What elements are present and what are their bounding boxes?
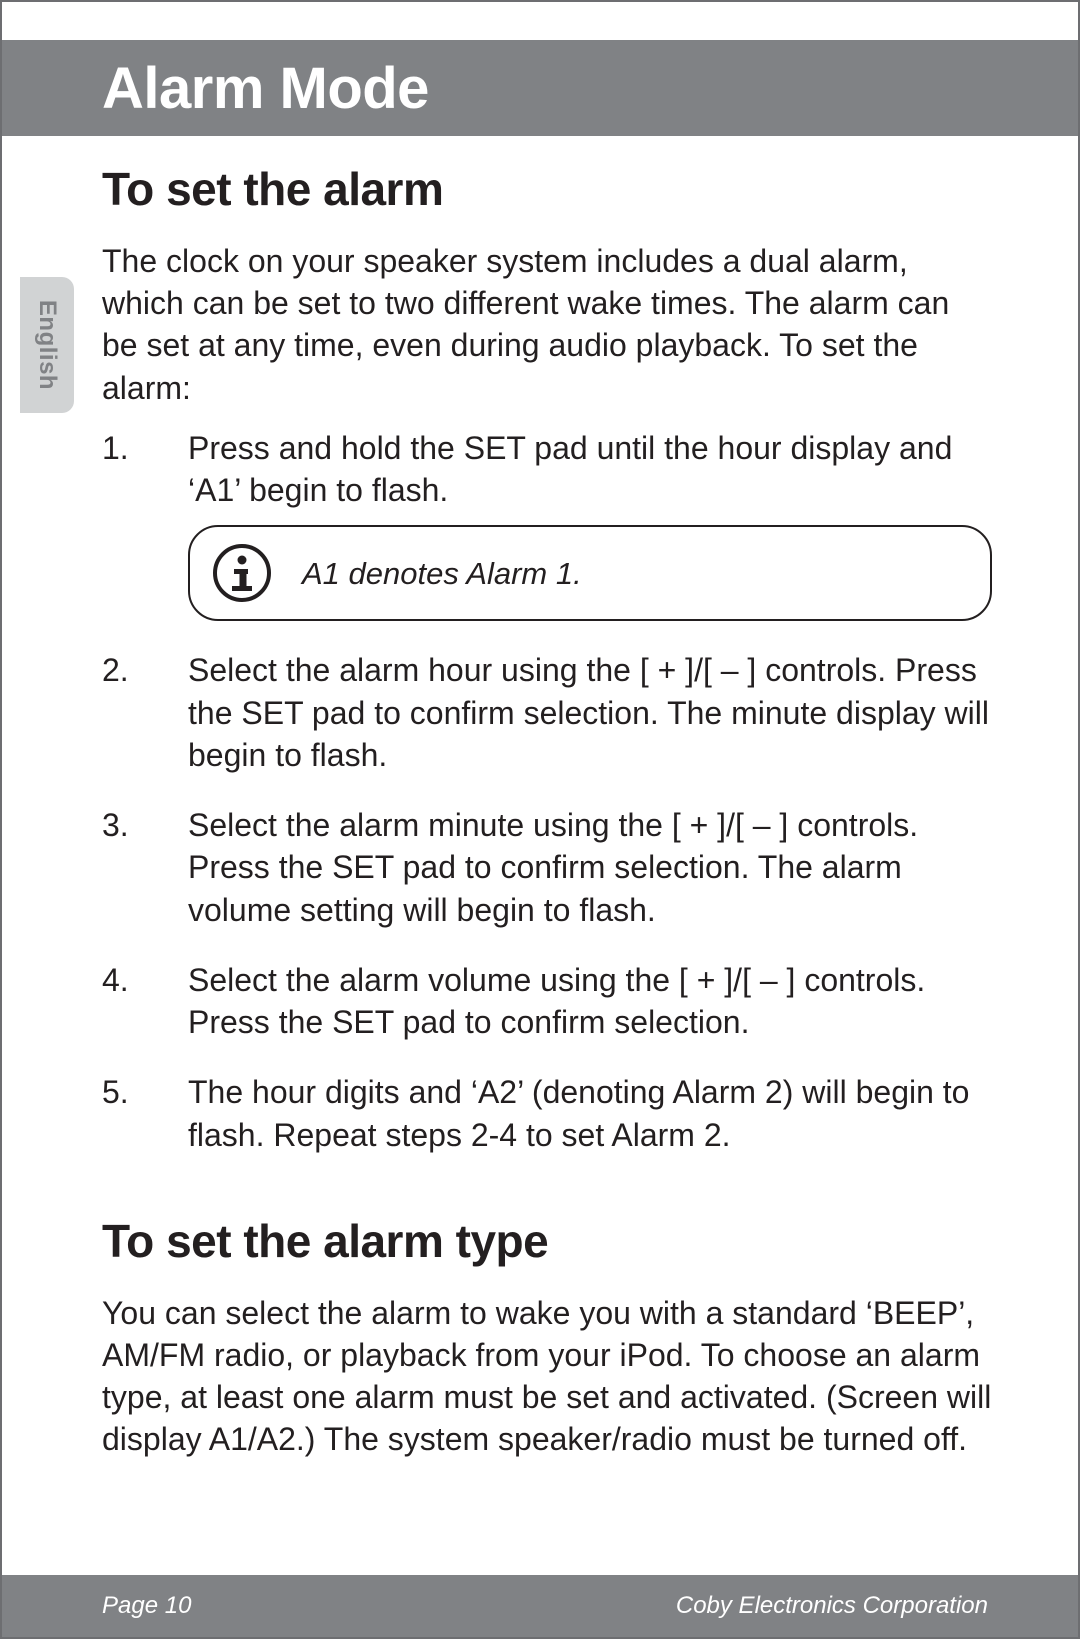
info-text: A1 denotes Alarm 1. xyxy=(302,555,582,592)
section-2-intro: You can select the alarm to wake you wit… xyxy=(102,1292,992,1461)
step-text: Select the alarm minute using the [ + ]/… xyxy=(188,807,918,927)
page-section-title: Alarm Mode xyxy=(102,55,429,122)
info-icon xyxy=(212,543,272,603)
steps-list: Press and hold the SET pad until the hou… xyxy=(102,427,992,1156)
language-tab: English xyxy=(20,277,74,413)
section-1-intro: The clock on your speaker system include… xyxy=(102,240,992,409)
footer-company: Coby Electronics Corporation xyxy=(676,1592,988,1620)
footer-band: Page 10 Coby Electronics Corporation xyxy=(2,1575,1078,1637)
step-text: Press and hold the SET pad until the hou… xyxy=(188,430,952,508)
content-area: To set the alarm The clock on your speak… xyxy=(102,162,992,1479)
section-heading-2: To set the alarm type xyxy=(102,1214,992,1268)
section-heading-1: To set the alarm xyxy=(102,162,992,216)
step-text: Select the alarm hour using the [ + ]/[ … xyxy=(188,652,989,772)
manual-page: Alarm Mode English To set the alarm The … xyxy=(0,0,1080,1639)
step-text: The hour digits and ‘A2’ (denoting Alarm… xyxy=(188,1074,969,1152)
info-callout: A1 denotes Alarm 1. xyxy=(188,525,992,621)
header-band: Alarm Mode xyxy=(2,40,1078,136)
step-text: Select the alarm volume using the [ + ]/… xyxy=(188,962,925,1040)
step-item: Select the alarm hour using the [ + ]/[ … xyxy=(102,649,992,776)
step-item: Select the alarm volume using the [ + ]/… xyxy=(102,959,992,1043)
language-tab-label: English xyxy=(33,300,61,390)
step-item: The hour digits and ‘A2’ (denoting Alarm… xyxy=(102,1071,992,1155)
step-item: Select the alarm minute using the [ + ]/… xyxy=(102,804,992,931)
footer-page-number: Page 10 xyxy=(102,1592,191,1620)
step-item: Press and hold the SET pad until the hou… xyxy=(102,427,992,621)
